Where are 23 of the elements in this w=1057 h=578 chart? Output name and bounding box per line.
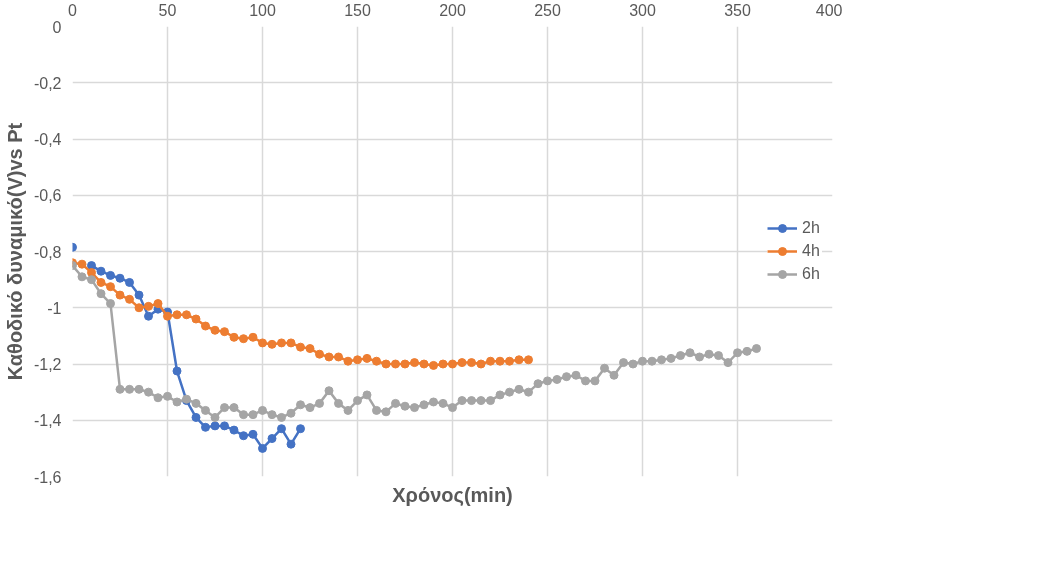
x-tick-label: 350 — [724, 1, 751, 19]
legend-label: 2h — [802, 219, 821, 237]
y-tick-label: -0,4 — [33, 131, 62, 148]
legend-label: 6h — [802, 265, 821, 283]
y-tick-label: -1,6 — [33, 468, 62, 486]
y-tick-label: -0,8 — [33, 243, 62, 261]
y-tick-label: 0 — [52, 18, 62, 36]
y-axis-title: Καθοδικό δυναμικό(V)vs Pt — [3, 122, 26, 381]
legend-label: 4h — [802, 242, 821, 260]
y-tick-label: -1,4 — [33, 412, 62, 430]
y-tick-label: -0,2 — [33, 74, 62, 92]
y-tick-label: -1,2 — [33, 356, 62, 373]
x-tick-label: 200 — [439, 1, 466, 19]
x-tick-label: 150 — [344, 1, 371, 19]
x-axis-title: Χρόνος(min) — [392, 483, 513, 506]
x-tick-label: 100 — [249, 1, 276, 19]
x-tick-label: 250 — [534, 1, 561, 19]
y-tick-label: -0,6 — [33, 187, 62, 205]
x-tick-label: 400 — [815, 1, 843, 19]
x-tick-label: 0 — [68, 1, 78, 19]
x-tick-label: 50 — [158, 1, 177, 19]
x-tick-label: 300 — [629, 1, 656, 19]
y-tick-label: -1 — [47, 299, 62, 317]
